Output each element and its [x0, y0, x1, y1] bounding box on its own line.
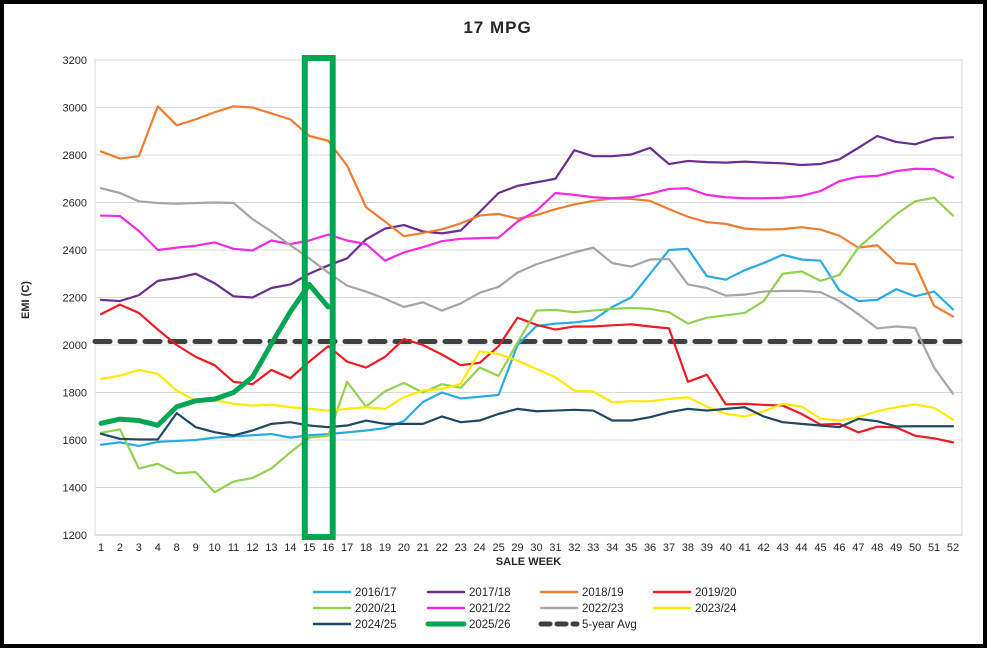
y-tick-label: 2000	[63, 340, 87, 352]
legend-label: 2020/21	[355, 603, 397, 615]
x-tick-label: 34	[606, 542, 618, 554]
x-tick-label: 39	[701, 542, 713, 554]
x-tick-label: 11	[228, 542, 239, 554]
x-tick-label: 24	[474, 542, 486, 554]
y-tick-label: 1400	[63, 483, 87, 495]
series-line-2016-17	[99, 247, 955, 448]
x-tick-label: 10	[208, 542, 220, 554]
x-tick-label: 1	[98, 542, 104, 554]
legend-label: 2023/24	[695, 603, 737, 615]
x-tick-label: 21	[417, 542, 429, 554]
legend-label: 2025/26	[469, 619, 511, 631]
x-tick-label: 47	[852, 542, 864, 554]
legend-item-2024-25: 2024/25	[312, 619, 397, 631]
x-tick-label: 19	[379, 542, 391, 554]
series-line-2017-18	[99, 134, 955, 303]
x-tick-label: 15	[303, 542, 315, 554]
x-tick-label: 14	[284, 542, 296, 554]
chart-canvas: 1200 1400 1600 1800 2000 2200 2400 2600 2800 3000…	[63, 55, 965, 631]
legend-item-2016-17: 2016/17	[312, 587, 397, 599]
x-tick-label: 51	[928, 542, 940, 554]
x-tick-label: 3	[136, 542, 142, 554]
series-line-2022-23	[99, 187, 955, 395]
y-tick-label: 1800	[63, 388, 87, 400]
x-tick-label: 29	[511, 542, 523, 554]
x-tick-label: 9	[193, 542, 199, 554]
legend-item-2023-24: 2023/24	[652, 603, 737, 615]
x-tick-label: 43	[776, 542, 788, 554]
x-tick-label: 40	[720, 542, 732, 554]
series-line-2025-26	[98, 281, 331, 428]
series-line-2018-19	[99, 105, 955, 318]
x-tick-label: 49	[890, 542, 902, 554]
legend-item-5-year-avg: 5-year Avg	[538, 619, 637, 631]
highlight-box	[301, 55, 336, 540]
x-tick-label: 41	[739, 542, 751, 554]
x-tick-label: 30	[530, 542, 542, 554]
legend-label: 2019/20	[695, 587, 737, 599]
series-line-2024-25	[99, 406, 955, 441]
x-tick-label: 18	[360, 542, 372, 554]
legend-label: 2021/22	[469, 603, 511, 615]
x-tick-label: 2	[117, 542, 123, 554]
y-tick-label: 1200	[63, 530, 87, 542]
series-line-2021-22	[99, 167, 955, 262]
y-tick-label: 3000	[63, 103, 87, 115]
x-tick-label: 22	[436, 542, 448, 554]
y-tick-label: 3200	[63, 55, 87, 67]
x-tick-label: 13	[265, 542, 277, 554]
y-tick-label: 2600	[63, 198, 87, 210]
x-tick-label: 44	[795, 542, 807, 554]
x-tick-label: 35	[625, 542, 637, 554]
legend-item-2020-21: 2020/21	[312, 603, 397, 615]
legend-label: 2017/18	[469, 587, 511, 599]
x-tick-label: 50	[909, 542, 921, 554]
x-tick-label: 52	[947, 542, 959, 554]
x-tick-label: 42	[758, 542, 770, 554]
x-tick-label: 25	[492, 542, 504, 554]
x-tick-label: 8	[174, 542, 180, 554]
legend-label: 2016/17	[355, 587, 397, 599]
y-tick-label: 1600	[63, 435, 87, 447]
legend-label: 5-year Avg	[582, 619, 637, 631]
x-tick-label: 20	[398, 542, 410, 554]
x-tick-label: 33	[587, 542, 599, 554]
x-tick-label: 12	[246, 542, 258, 554]
legend-label: 2024/25	[355, 619, 397, 631]
x-tick-label: 48	[871, 542, 883, 554]
series-line-2020-21	[99, 196, 955, 494]
legend-item-2017-18: 2017/18	[426, 587, 511, 599]
legend-item-2022-23: 2022/23	[539, 603, 624, 615]
y-tick-label: 2800	[63, 150, 87, 162]
x-axis-title: SALE WEEK	[495, 556, 562, 568]
x-tick-label: 31	[549, 542, 561, 554]
series-line-2023-24	[99, 350, 955, 422]
x-tick-label: 32	[568, 542, 580, 554]
legend-item-2021-22: 2021/22	[426, 603, 511, 615]
x-tick-label: 16	[322, 542, 334, 554]
legend-item-2025-26: 2025/26	[425, 619, 511, 631]
y-tick-label: 2400	[63, 245, 87, 257]
x-tick-label: 37	[663, 542, 675, 554]
legend-item-2019-20: 2019/20	[652, 587, 737, 599]
x-tick-label: 45	[814, 542, 826, 554]
x-tick-label: 38	[682, 542, 694, 554]
x-tick-label: 23	[455, 542, 467, 554]
legend-item-2018-19: 2018/19	[539, 587, 624, 599]
x-tick-label: 4	[155, 542, 161, 554]
x-tick-label: 46	[833, 542, 845, 554]
chart-title: 17 MPG	[463, 18, 532, 37]
x-tick-label: 36	[644, 542, 656, 554]
y-tick-label: 2200	[63, 293, 87, 305]
legend-label: 2018/19	[582, 587, 624, 599]
legend-label: 2022/23	[582, 603, 624, 615]
x-tick-label: 17	[341, 542, 353, 554]
